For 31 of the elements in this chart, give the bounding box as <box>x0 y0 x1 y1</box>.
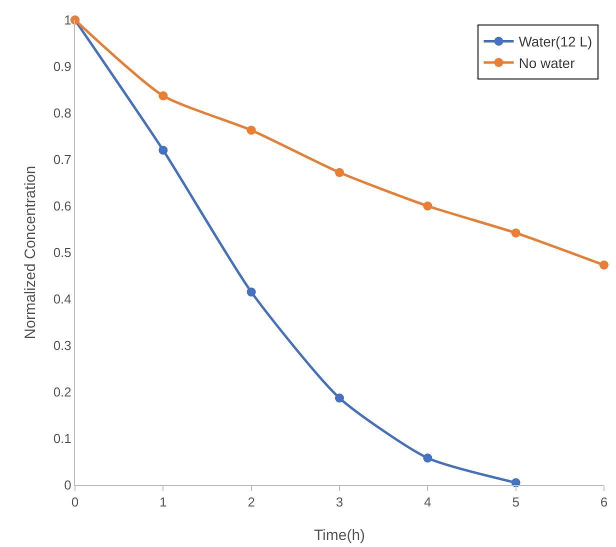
x-axis-title: Time(h) <box>314 527 366 544</box>
point <box>246 288 256 297</box>
point <box>600 260 608 270</box>
legend-label: Water(12 L) <box>518 34 592 50</box>
x-tick-label: 4 <box>424 494 432 510</box>
point <box>423 202 432 210</box>
y-tick-label: 0.6 <box>53 198 72 214</box>
y-tick-label: 0.2 <box>53 384 72 400</box>
x-tick-label: 2 <box>248 494 255 510</box>
y-axis-title: Normalized Concentration <box>22 166 39 340</box>
point <box>335 394 344 403</box>
y-tick-label: 0.1 <box>53 431 72 446</box>
y-tick-label: 0.3 <box>53 338 72 354</box>
x-tick-label: 6 <box>600 494 608 510</box>
y-tick-label: 0.7 <box>53 152 72 168</box>
y-tick-label: 0.9 <box>53 59 72 74</box>
point <box>246 126 256 135</box>
y-tick-label: 0.4 <box>53 292 72 307</box>
x-tick-label: 3 <box>336 494 344 510</box>
point <box>158 146 168 155</box>
point <box>511 228 520 238</box>
y-tick-label: 1 <box>64 12 72 28</box>
x-tick-label: 1 <box>160 494 167 510</box>
y-tick-label: 0.8 <box>53 106 72 121</box>
y-tick-label: 0.5 <box>53 245 72 260</box>
point <box>423 454 432 463</box>
legend-label: No water <box>518 54 576 71</box>
point <box>158 91 168 100</box>
point <box>335 168 344 178</box>
y-tick-label: 0 <box>64 478 72 493</box>
x-tick-label: 5 <box>512 494 520 510</box>
